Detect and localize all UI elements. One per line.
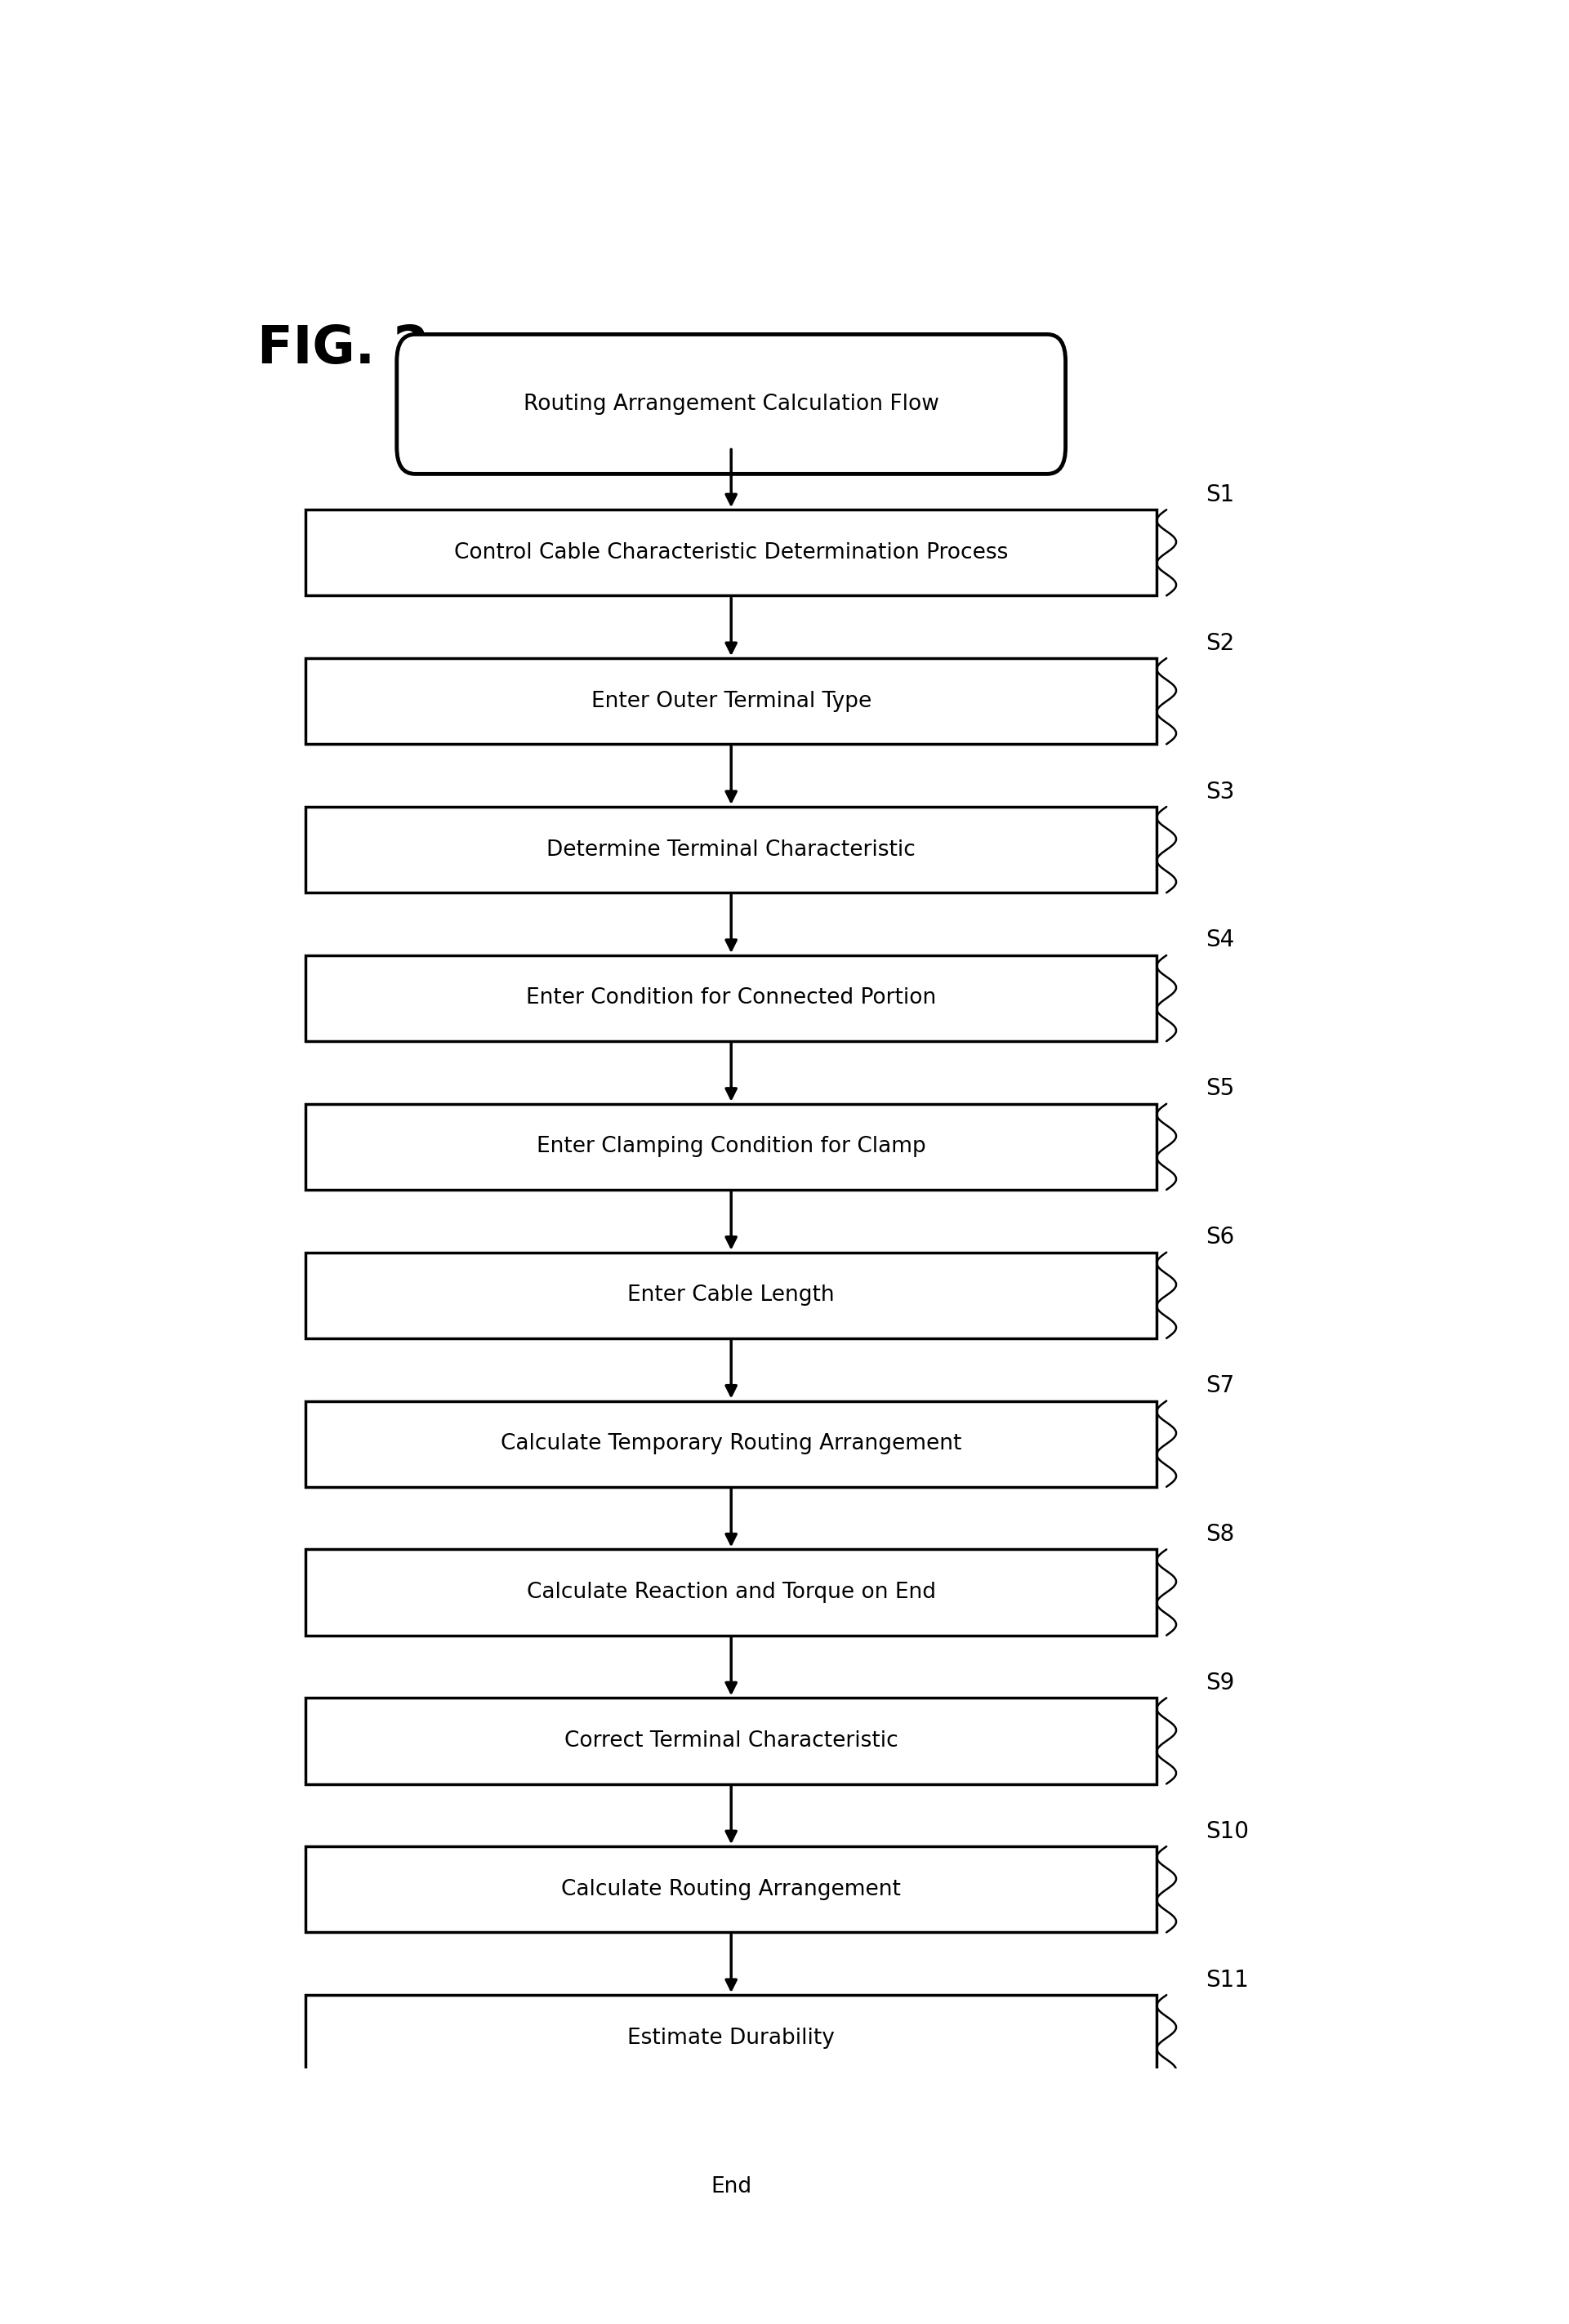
Bar — [306, 1253, 1156, 1339]
Text: Calculate Reaction and Torque on End: Calculate Reaction and Torque on End — [527, 1583, 935, 1604]
Text: Enter Outer Terminal Type: Enter Outer Terminal Type — [592, 690, 871, 711]
Bar — [306, 1401, 1156, 1487]
Text: S1: S1 — [1205, 483, 1235, 507]
Bar — [306, 1699, 1156, 1785]
Text: S3: S3 — [1205, 781, 1235, 804]
Bar — [306, 955, 1156, 1041]
Text: S8: S8 — [1205, 1522, 1235, 1545]
Text: S2: S2 — [1205, 632, 1235, 655]
Bar — [306, 806, 1156, 892]
Bar — [306, 1104, 1156, 1190]
Text: Determine Terminal Characteristic: Determine Terminal Characteristic — [546, 839, 916, 860]
Text: Correct Terminal Characteristic: Correct Terminal Characteristic — [565, 1731, 897, 1752]
Bar — [306, 658, 1156, 744]
Text: S6: S6 — [1205, 1227, 1235, 1248]
Text: FIG. 2: FIG. 2 — [257, 323, 428, 374]
Bar — [306, 1848, 1156, 1931]
Bar — [306, 1994, 1156, 2080]
Text: Control Cable Characteristic Determination Process: Control Cable Characteristic Determinati… — [453, 541, 1009, 562]
FancyBboxPatch shape — [494, 2117, 968, 2257]
Text: Enter Condition for Connected Portion: Enter Condition for Connected Portion — [526, 988, 937, 1009]
Text: Routing Arrangement Calculation Flow: Routing Arrangement Calculation Flow — [524, 393, 938, 414]
Text: S9: S9 — [1205, 1671, 1235, 1694]
Text: Estimate Durability: Estimate Durability — [628, 2027, 835, 2047]
FancyBboxPatch shape — [397, 335, 1065, 474]
Text: End: End — [711, 2175, 752, 2196]
Text: Enter Cable Length: Enter Cable Length — [628, 1285, 835, 1306]
Bar — [306, 509, 1156, 595]
Text: Enter Clamping Condition for Clamp: Enter Clamping Condition for Clamp — [537, 1136, 926, 1157]
Bar — [306, 1550, 1156, 1636]
Text: S7: S7 — [1205, 1373, 1235, 1397]
Text: Calculate Temporary Routing Arrangement: Calculate Temporary Routing Arrangement — [501, 1434, 962, 1455]
Text: S4: S4 — [1205, 930, 1235, 953]
Text: S11: S11 — [1205, 1968, 1249, 1992]
Text: S5: S5 — [1205, 1078, 1235, 1099]
Text: Calculate Routing Arrangement: Calculate Routing Arrangement — [562, 1878, 901, 1901]
Text: S10: S10 — [1205, 1820, 1249, 1843]
